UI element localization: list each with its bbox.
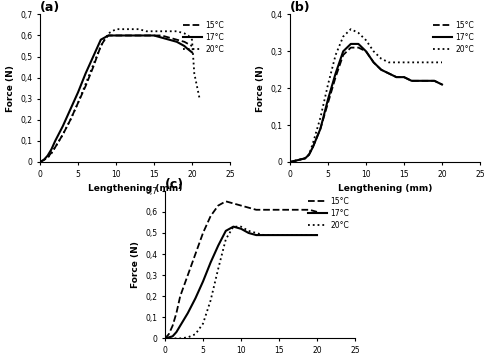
Legend: 15°C, 17°C, 20°C: 15°C, 17°C, 20°C	[430, 18, 476, 56]
Y-axis label: Force (N): Force (N)	[130, 241, 140, 288]
Y-axis label: Force (N): Force (N)	[6, 65, 15, 112]
Text: (c): (c)	[165, 178, 184, 191]
Legend: 15°C, 17°C, 20°C: 15°C, 17°C, 20°C	[180, 18, 226, 56]
X-axis label: Lengthening (mm): Lengthening (mm)	[88, 184, 182, 193]
Text: (a): (a)	[40, 1, 60, 14]
X-axis label: Lengthening (mm): Lengthening (mm)	[338, 184, 432, 193]
Text: (b): (b)	[290, 1, 310, 14]
Legend: 15°C, 17°C, 20°C: 15°C, 17°C, 20°C	[306, 195, 351, 232]
Y-axis label: Force (N): Force (N)	[256, 65, 264, 112]
